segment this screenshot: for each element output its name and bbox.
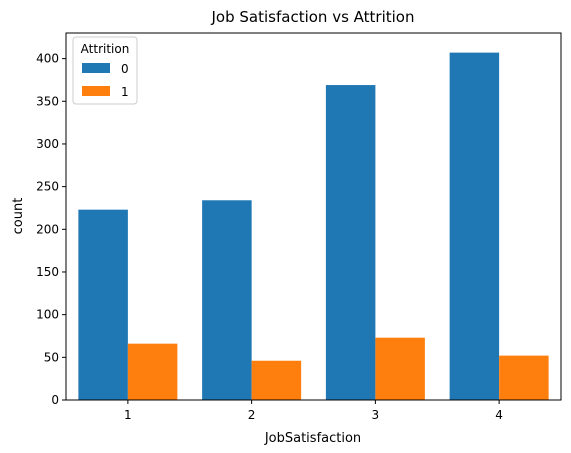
x-tick-label: 2 <box>248 408 256 422</box>
legend: Attrition 0 1 <box>72 36 138 105</box>
bar-series-0-cat-3 <box>325 85 376 400</box>
bar-series-0-cat-4 <box>449 52 500 400</box>
y-tick-label: 250 <box>36 180 59 194</box>
y-tick-label: 400 <box>36 52 59 66</box>
x-tick-label: 4 <box>495 408 503 422</box>
x-axis: 1 2 3 4 <box>124 400 503 422</box>
x-tick-label: 1 <box>124 408 132 422</box>
y-tick-label: 350 <box>36 94 59 108</box>
bars-group <box>78 52 549 400</box>
bar-series-1-cat-4 <box>499 355 549 400</box>
legend-swatch-0 <box>82 63 110 73</box>
legend-label-1: 1 <box>121 85 129 99</box>
y-tick-label: 100 <box>36 308 59 322</box>
legend-swatch-1 <box>82 86 110 96</box>
y-axis: 0 50 100 150 200 250 300 350 400 <box>36 52 66 407</box>
bar-series-0-cat-1 <box>78 209 128 400</box>
y-tick-label: 300 <box>36 137 59 151</box>
legend-label-0: 0 <box>121 62 129 76</box>
y-tick-label: 200 <box>36 222 59 236</box>
bar-series-1-cat-3 <box>375 337 425 400</box>
y-tick-label: 50 <box>44 350 59 364</box>
y-axis-label: count <box>11 198 26 235</box>
y-tick-label: 150 <box>36 265 59 279</box>
legend-title: Attrition <box>81 42 130 56</box>
bar-series-1-cat-1 <box>127 343 178 400</box>
bar-series-0-cat-2 <box>202 200 252 400</box>
plot-frame <box>65 32 562 401</box>
x-axis-label: JobSatisfaction <box>264 431 361 446</box>
y-tick-label: 0 <box>51 393 59 407</box>
chart-title: Job Satisfaction vs Attrition <box>211 8 415 26</box>
bar-series-1-cat-2 <box>251 360 302 400</box>
x-tick-label: 3 <box>372 408 380 422</box>
